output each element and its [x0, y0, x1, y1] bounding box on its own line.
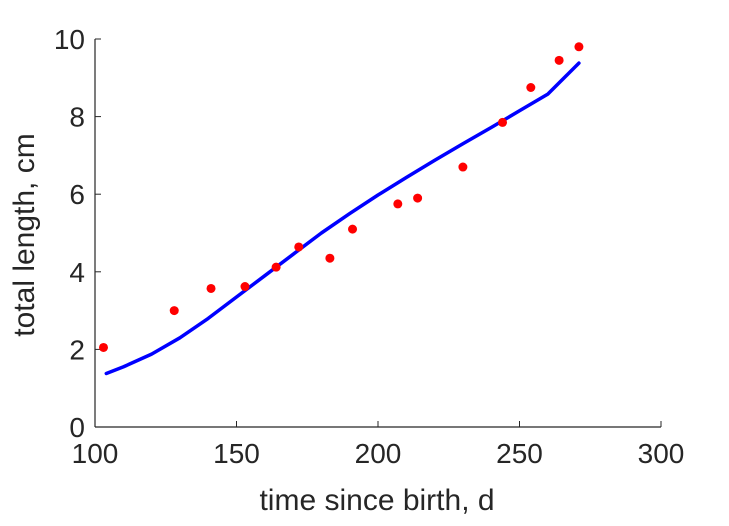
data-point — [294, 242, 304, 252]
data-point — [554, 55, 564, 65]
data-point — [271, 262, 281, 272]
fit-curve-line — [104, 61, 581, 376]
x-axis-label: time since birth, d — [259, 484, 494, 517]
data-point — [206, 283, 216, 293]
data-point — [240, 282, 250, 292]
data-point — [413, 193, 423, 203]
data-point — [458, 162, 468, 172]
data-point — [393, 199, 403, 209]
y-tick-label: 8 — [69, 102, 85, 133]
y-tick-label: 0 — [69, 412, 85, 443]
y-tick-label: 4 — [69, 257, 85, 288]
data-point — [348, 224, 358, 234]
data-point — [498, 117, 508, 127]
y-tick-label: 10 — [54, 24, 85, 55]
x-tick-label: 300 — [638, 438, 685, 469]
data-point — [325, 253, 335, 263]
y-axis-label: total length, cm — [8, 133, 41, 336]
x-tick-label: 150 — [213, 438, 260, 469]
data-point — [98, 342, 108, 352]
tick-labels-layer: 100 150 200 250 300 0 2 4 6 8 10 — [54, 24, 685, 469]
fit-curve-layer — [104, 61, 581, 376]
y-tick-label: 6 — [69, 179, 85, 210]
x-tick-label: 200 — [355, 438, 402, 469]
data-point — [526, 83, 536, 92]
x-tick-label: 100 — [72, 438, 119, 469]
x-tick-label: 250 — [496, 438, 543, 469]
data-point — [574, 42, 584, 52]
axes — [94, 38, 662, 428]
y-tick-label: 2 — [69, 334, 85, 365]
data-points-layer — [98, 42, 584, 352]
data-point — [169, 306, 179, 316]
